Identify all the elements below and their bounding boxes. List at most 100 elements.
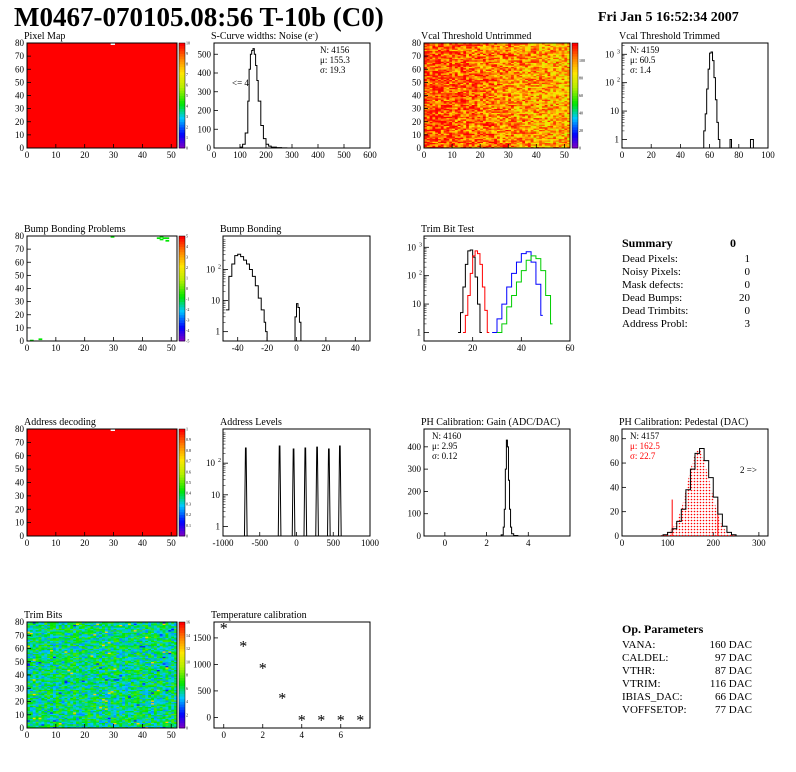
heatmap-cell xyxy=(564,69,568,71)
heatmap-cell xyxy=(553,69,557,71)
heatmap-cell xyxy=(539,121,543,124)
heatmap-cell xyxy=(567,90,571,92)
heatmap-cell xyxy=(449,86,453,88)
heatmap-cell xyxy=(452,85,456,87)
heatmap-cell xyxy=(564,128,568,130)
heatmap-cell xyxy=(429,138,433,141)
palette-swatch xyxy=(179,90,185,94)
heatmap-cell xyxy=(471,75,475,78)
heatmap-cell xyxy=(429,96,433,99)
heatmap-cell xyxy=(480,52,484,54)
heatmap-cell xyxy=(553,60,557,62)
heatmap-cell xyxy=(29,648,34,651)
heatmap-cell xyxy=(471,119,475,121)
x-tick-label: 0 xyxy=(422,150,427,160)
heatmap-cell xyxy=(452,103,456,105)
heatmap-cell xyxy=(429,145,433,147)
heatmap-cell xyxy=(530,44,534,46)
heatmap-cell xyxy=(466,75,470,78)
heatmap-cell xyxy=(547,134,551,137)
heatmap-cell xyxy=(482,78,487,81)
heatmap-cell xyxy=(29,697,34,700)
heatmap-cell xyxy=(516,90,520,92)
heatmap-cell xyxy=(530,43,534,45)
heatmap-cell xyxy=(547,132,551,134)
heatmap-cell xyxy=(541,86,546,88)
heatmap-cell xyxy=(443,99,447,102)
heatmap-cell xyxy=(564,141,568,144)
heatmap-cell xyxy=(466,49,470,52)
heatmap-cell xyxy=(482,83,487,86)
heatmap-cell xyxy=(449,98,453,100)
heatmap-cell xyxy=(550,95,554,98)
y-tick-label: 50 xyxy=(15,77,25,87)
heatmap-cell xyxy=(446,106,450,108)
heatmap-cell xyxy=(452,133,456,136)
heatmap-cell xyxy=(533,136,537,138)
heatmap-cell xyxy=(452,113,456,116)
heatmap-cell xyxy=(519,54,523,57)
heatmap-cell xyxy=(519,100,523,103)
heatmap-cell xyxy=(446,54,450,57)
heatmap-cell xyxy=(561,120,565,123)
heatmap-cell xyxy=(499,78,503,81)
heatmap-cell xyxy=(567,98,571,100)
heatmap-cell xyxy=(438,137,442,140)
heatmap-cell xyxy=(452,111,456,113)
heatmap-cell xyxy=(511,49,515,52)
palette-swatch xyxy=(179,439,185,443)
heatmap-cell xyxy=(426,144,430,146)
heatmap-cell xyxy=(494,123,498,125)
heatmap-cell xyxy=(29,724,34,726)
heatmap-cell xyxy=(424,54,428,57)
heatmap-cell xyxy=(513,53,517,56)
heatmap-cell xyxy=(497,83,501,86)
heatmap-cell xyxy=(452,52,456,54)
heatmap-cell xyxy=(536,64,540,66)
heatmap-cell xyxy=(474,44,478,46)
heatmap-cell xyxy=(485,87,489,90)
y-tick-label: 30 xyxy=(15,491,25,501)
heatmap-cell xyxy=(488,99,492,102)
heatmap-cell xyxy=(457,144,461,146)
heatmap-cell xyxy=(446,130,450,133)
heatmap-cell xyxy=(522,127,526,129)
heatmap-cell xyxy=(544,71,548,74)
heatmap-cell xyxy=(513,78,517,81)
heatmap-cell xyxy=(435,111,439,113)
heatmap-cell xyxy=(482,140,487,142)
heatmap-cell xyxy=(457,130,461,133)
heatmap-cell xyxy=(519,79,523,82)
heatmap-cell xyxy=(159,238,164,241)
heatmap-cell xyxy=(424,124,428,126)
heatmap-cell xyxy=(440,113,444,116)
heatmap-cell xyxy=(477,75,481,78)
heatmap-cell xyxy=(457,119,461,121)
heatmap-cell xyxy=(443,90,447,92)
heatmap-cell xyxy=(452,104,456,107)
heatmap-cell xyxy=(488,94,492,96)
heatmap-cell xyxy=(550,99,554,102)
heatmap-cell xyxy=(438,111,442,113)
heatmap-cell xyxy=(553,100,557,103)
heatmap-cell xyxy=(477,92,481,95)
heatmap-cell xyxy=(457,106,461,108)
heatmap-cell xyxy=(466,69,470,71)
heatmap-cell xyxy=(502,144,506,146)
heatmap-cell xyxy=(485,50,489,53)
heatmap-cell xyxy=(539,115,543,117)
palette-swatch xyxy=(179,108,185,112)
heatmap-cell xyxy=(477,123,481,125)
palette-tick-label: 60 xyxy=(579,93,583,98)
heatmap-cell xyxy=(555,119,560,121)
heatmap-cell xyxy=(485,144,489,146)
heatmap-cell xyxy=(438,132,442,134)
heatmap-cell xyxy=(471,138,475,141)
heatmap-cell xyxy=(460,109,464,112)
heatmap-cell xyxy=(530,129,534,132)
heatmap-cell xyxy=(454,82,458,84)
heatmap-cell xyxy=(567,103,571,105)
heatmap-cell xyxy=(513,95,517,98)
heatmap-cell xyxy=(468,113,473,116)
